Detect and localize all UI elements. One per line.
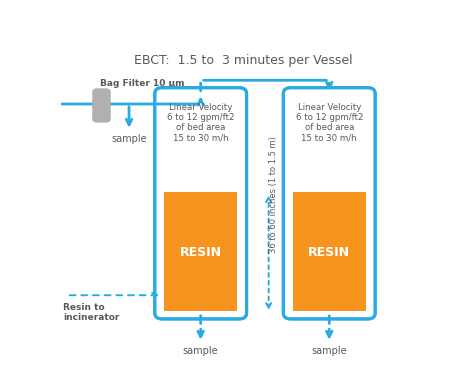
Text: Resin to
incinerator: Resin to incinerator: [63, 303, 119, 322]
Text: sample: sample: [311, 346, 347, 356]
FancyBboxPatch shape: [283, 88, 375, 319]
FancyBboxPatch shape: [93, 89, 110, 122]
Bar: [293, 192, 365, 311]
Text: EBCT:  1.5 to  3 minutes per Vessel: EBCT: 1.5 to 3 minutes per Vessel: [134, 54, 352, 67]
Text: Linear Velocity
6 to 12 gpm/ft2
of bed area
15 to 30 m/h: Linear Velocity 6 to 12 gpm/ft2 of bed a…: [167, 102, 235, 143]
Text: Bag Filter 10 μm: Bag Filter 10 μm: [100, 79, 184, 88]
Bar: [164, 192, 237, 311]
Text: RESIN: RESIN: [180, 246, 222, 259]
Text: RESIN: RESIN: [308, 246, 350, 259]
Text: sample: sample: [111, 134, 147, 144]
Text: sample: sample: [183, 346, 219, 356]
Text: 36 to 60 inches (1 to 1.5 m): 36 to 60 inches (1 to 1.5 m): [269, 136, 278, 253]
Text: Linear Velocity
6 to 12 gpm/ft2
of bed area
15 to 30 m/h: Linear Velocity 6 to 12 gpm/ft2 of bed a…: [295, 102, 363, 143]
FancyBboxPatch shape: [155, 88, 246, 319]
